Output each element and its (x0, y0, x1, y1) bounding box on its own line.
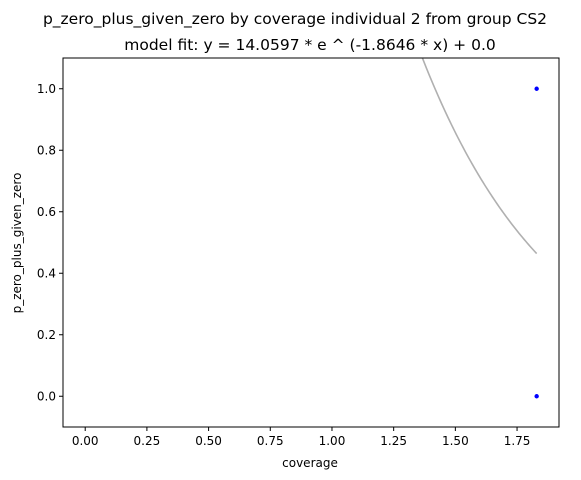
y-tick-label: 0.8 (37, 143, 56, 157)
plot-content (421, 58, 539, 399)
x-axis: 0.00 0.25 0.50 0.75 1.00 1.25 1.50 1.75 (72, 427, 531, 448)
x-tick-label: 0.25 (134, 434, 161, 448)
y-axis: 0.0 0.2 0.4 0.6 0.8 1.0 (37, 82, 63, 403)
x-axis-label: coverage (282, 456, 338, 470)
x-tick-label: 0.00 (72, 434, 99, 448)
x-tick-label: 1.75 (504, 434, 531, 448)
y-tick-label: 1.0 (37, 82, 56, 96)
y-tick-label: 0.4 (37, 266, 56, 280)
fit-curve (421, 58, 538, 255)
y-tick-label: 0.2 (37, 328, 56, 342)
data-point (534, 394, 539, 399)
x-tick-label: 1.25 (380, 434, 407, 448)
x-tick-label: 0.75 (257, 434, 284, 448)
x-tick-label: 1.00 (319, 434, 346, 448)
y-tick-label: 0.6 (37, 205, 56, 219)
chart-title: p_zero_plus_given_zero by coverage indiv… (43, 10, 547, 29)
y-axis-label: p_zero_plus_given_zero (10, 173, 24, 314)
y-tick-label: 0.0 (37, 389, 56, 403)
data-point (534, 86, 539, 91)
chart-subtitle: model fit: y = 14.0597 * e ^ (-1.8646 * … (124, 36, 495, 54)
x-tick-label: 0.50 (195, 434, 222, 448)
plot-frame (62, 57, 560, 428)
x-tick-label: 1.50 (442, 434, 469, 448)
